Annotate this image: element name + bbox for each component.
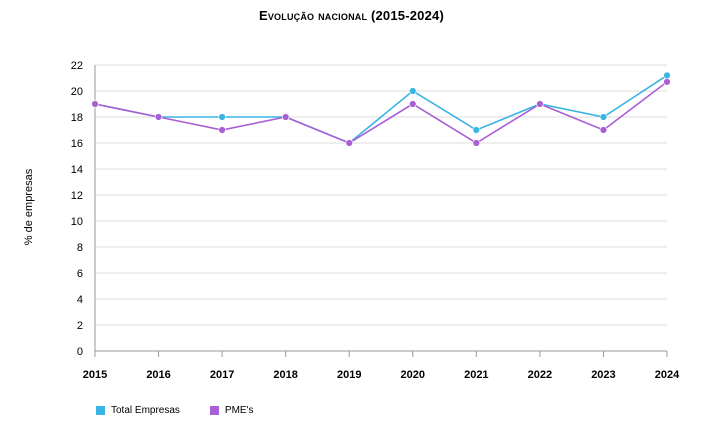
- y-tick-label: 14: [71, 164, 83, 176]
- x-tick-label: 2021: [464, 369, 488, 381]
- y-tick-label: 0: [77, 346, 83, 358]
- y-tick-label: 10: [71, 216, 83, 228]
- y-tick-label: 18: [71, 112, 83, 124]
- y-tick-label: 4: [77, 294, 83, 306]
- data-point: [663, 71, 671, 80]
- data-point: [472, 126, 481, 134]
- x-tick-label: 2017: [210, 369, 234, 381]
- data-point: [409, 87, 417, 95]
- legend-item-total[interactable]: Total Empresas: [96, 405, 180, 416]
- x-tick-label: 2022: [528, 369, 552, 381]
- x-tick-label: 2018: [273, 369, 297, 381]
- legend-swatch: [209, 406, 219, 415]
- data-point: [218, 113, 226, 121]
- y-tick-label: 16: [71, 138, 83, 150]
- data-point: [281, 113, 290, 121]
- x-tick-label: 2019: [337, 369, 361, 381]
- gridlines: [95, 64, 667, 326]
- chart-title: Evolução nacional (2015-2024): [258, 8, 445, 23]
- legend-swatch: [96, 406, 105, 415]
- y-tick-label: 22: [71, 60, 83, 72]
- legend-label: PME's: [224, 405, 254, 416]
- x-tick-label: 2016: [146, 369, 170, 381]
- y-tick-label: 12: [71, 190, 83, 202]
- data-point: [345, 139, 353, 147]
- y-tick-label: 2: [77, 320, 83, 332]
- legend-item-pme[interactable]: PME's: [209, 405, 254, 416]
- x-tick-label: 2020: [401, 369, 425, 381]
- y-tick-label: 20: [71, 86, 83, 98]
- y-tick-label: 6: [77, 268, 83, 280]
- series-lines: [94, 74, 668, 144]
- x-tick-label: 2023: [591, 369, 615, 381]
- x-tick-label: 2024: [655, 369, 680, 381]
- legend-label: Total Empresas: [111, 405, 180, 416]
- series-line: [94, 81, 668, 144]
- data-point: [409, 100, 417, 108]
- data-points: [91, 71, 671, 147]
- legend: Total Empresas PME's: [96, 405, 254, 416]
- data-point: [663, 78, 671, 86]
- data-point: [536, 100, 544, 108]
- y-tick-label: 8: [77, 242, 83, 254]
- data-point: [599, 113, 608, 121]
- data-point: [154, 113, 163, 121]
- data-point: [599, 126, 608, 134]
- x-tick-label: 2015: [83, 369, 107, 381]
- data-point: [91, 100, 99, 108]
- data-point: [218, 126, 226, 134]
- data-point: [472, 139, 481, 147]
- series-line: [94, 74, 668, 144]
